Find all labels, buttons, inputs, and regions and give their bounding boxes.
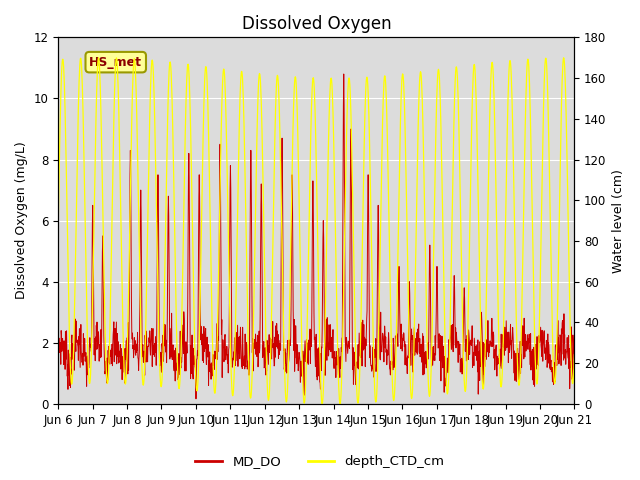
Title: Dissolved Oxygen: Dissolved Oxygen bbox=[241, 15, 391, 33]
Y-axis label: Water level (cm): Water level (cm) bbox=[612, 168, 625, 273]
Legend: MD_DO, depth_CTD_cm: MD_DO, depth_CTD_cm bbox=[190, 450, 450, 473]
Y-axis label: Dissolved Oxygen (mg/L): Dissolved Oxygen (mg/L) bbox=[15, 142, 28, 300]
Text: HS_met: HS_met bbox=[89, 56, 142, 69]
